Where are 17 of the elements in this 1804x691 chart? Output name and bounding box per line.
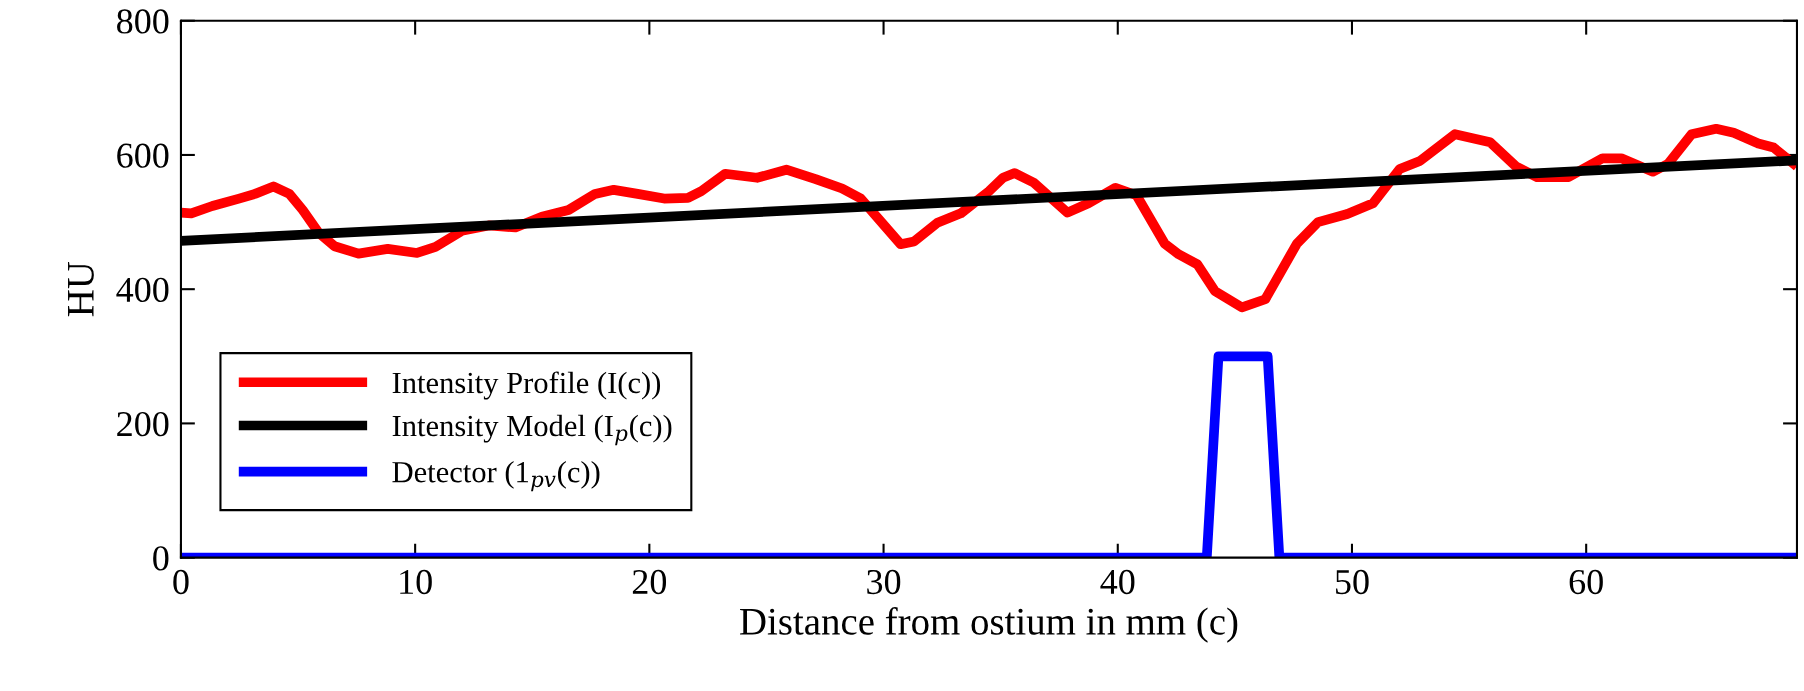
x-tick-label: 60 (1569, 569, 1603, 595)
x-tick-label: 30 (867, 569, 901, 595)
x-tick-label: 0 (173, 569, 189, 595)
y-tick-label: 400 (116, 277, 169, 303)
x-tick-label: 10 (400, 569, 432, 595)
legend-label: Intensity Model (I$_{p}$(c)) (392, 414, 672, 446)
legend-label: Intensity Profile (I(c)) (392, 371, 661, 400)
y-tick-label: 0 (153, 546, 169, 571)
x-tick-label: 50 (1336, 569, 1369, 595)
y-tick-label: 600 (117, 143, 169, 168)
x-axis-title: Distance from ostium in mm (c) (740, 607, 1238, 643)
x-tick-label: 20 (632, 569, 667, 595)
y-tick-label: 200 (117, 411, 169, 437)
x-tick-label: 40 (1100, 569, 1135, 595)
y-tick-label: 800 (117, 9, 169, 34)
legend-label: Detector (1$_{pv}$(c)) (392, 460, 600, 492)
y-axis-title: HU (68, 261, 94, 317)
